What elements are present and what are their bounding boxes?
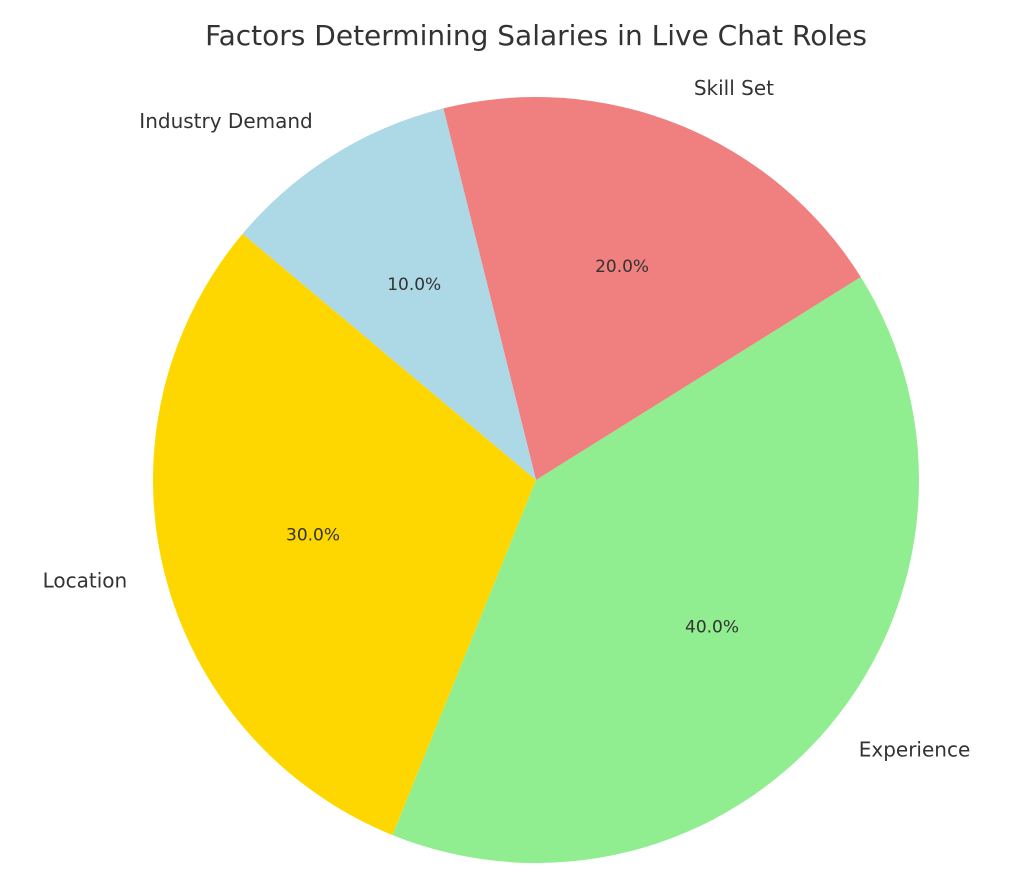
pie: Location 30.0% Experience 40.0% Skill Set 20.… (43, 76, 971, 864)
slice-label: Skill Set (694, 76, 774, 100)
pie-slice (242, 108, 536, 480)
pie-slice (392, 277, 920, 864)
chart-title: Factors Determining Salaries in Live Cha… (205, 19, 867, 52)
pie-slice (443, 97, 861, 480)
slice-label: Experience (859, 737, 971, 761)
value-label: 10.0% (387, 275, 441, 295)
value-label: 40.0% (685, 618, 739, 638)
value-label: 30.0% (286, 526, 340, 546)
pie-slice (152, 233, 536, 836)
slice-label: Location (43, 568, 128, 592)
value-label: 20.0% (595, 257, 649, 277)
slice-label: Industry Demand (139, 109, 312, 133)
